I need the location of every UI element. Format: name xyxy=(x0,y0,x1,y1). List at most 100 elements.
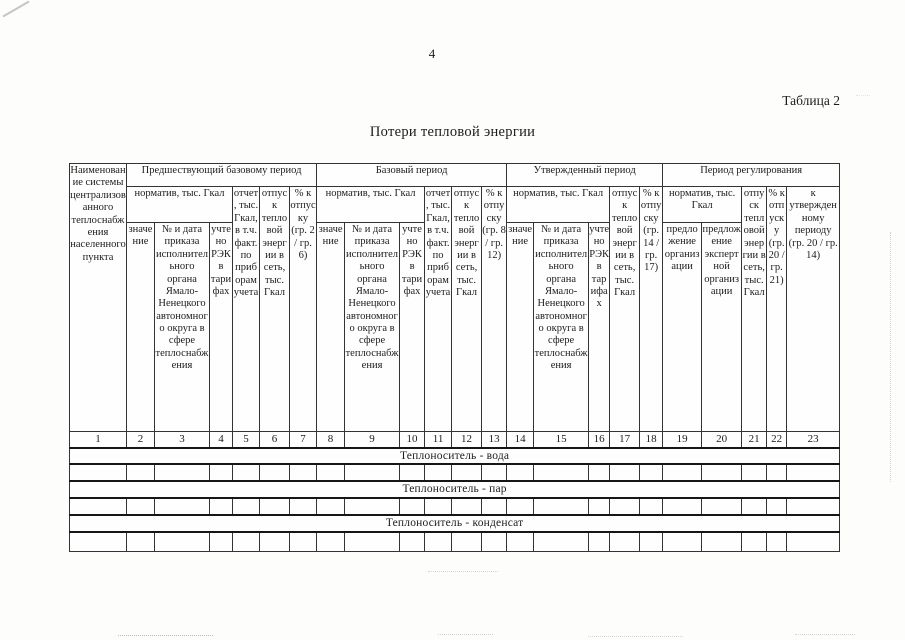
data-cell xyxy=(533,463,590,481)
data-cell xyxy=(588,497,611,515)
scan-artifact xyxy=(438,634,493,635)
table-caption: Таблица 2 xyxy=(782,93,840,108)
order-header-approved: № и дата приказа исполнительного органа … xyxy=(533,222,590,432)
release-header-approved: отпуск тепловой энергии в сеть, тыс. Гка… xyxy=(609,186,641,432)
data-cell xyxy=(506,497,535,515)
order-header-base: № и дата приказа исполнительного органа … xyxy=(344,222,401,432)
data-cell xyxy=(662,463,703,481)
column-number-cell: 19 xyxy=(662,431,703,448)
proposal-org-header: предложение организации xyxy=(662,222,703,432)
proposal-expert-header: предложение экспертной организации xyxy=(701,222,743,432)
column-number-cell: 18 xyxy=(639,431,664,448)
rek-header-approved: учтено РЭК в тарифах xyxy=(588,222,611,432)
data-cell xyxy=(126,463,155,481)
data-cell xyxy=(786,497,841,515)
pct-header-approved: % к отпуску (гр. 14 / гр. 17) xyxy=(639,186,664,432)
data-cell xyxy=(662,497,703,515)
column-number-cell: 20 xyxy=(701,431,743,448)
column-number-cell: 5 xyxy=(232,431,260,448)
data-cell xyxy=(399,497,426,515)
section-label-steam: Теплоноситель - пар xyxy=(68,479,841,499)
column-number-cell: 14 xyxy=(506,431,535,448)
norm-header-regulation: норматив, тыс. Гкал xyxy=(662,186,743,223)
norm-header-preceding: норматив, тыс. Гкал xyxy=(126,186,233,223)
data-cell xyxy=(209,497,233,515)
report-header-preceding: отчет, тыс. Гкал, в т.ч. факт. по прибор… xyxy=(232,186,260,432)
data-cell xyxy=(232,497,260,515)
data-cell xyxy=(766,531,788,552)
group-header-approved-period: Утвержденный период xyxy=(506,163,664,187)
data-cell xyxy=(69,463,127,481)
data-cell xyxy=(154,497,210,515)
data-cell xyxy=(701,497,743,515)
scan-artifact xyxy=(118,635,213,636)
scan-artifact xyxy=(890,232,891,482)
data-cell xyxy=(481,497,508,515)
data-cell xyxy=(506,463,535,481)
data-cell xyxy=(399,531,426,552)
column-numbers-row: 1 2 3 4 5 6 7 8 9 10 11 12 13 14 15 16 1… xyxy=(69,431,841,448)
section-row-steam: Теплоноситель - пар xyxy=(68,479,841,499)
column-number-cell: 17 xyxy=(609,431,641,448)
data-cell xyxy=(344,531,401,552)
release-header-regulation: отпуск тепловой энергии в сеть, тыс. Гка… xyxy=(741,186,768,432)
data-cell xyxy=(662,531,703,552)
column-number-cell: 10 xyxy=(399,431,426,448)
data-cell xyxy=(344,463,401,481)
data-cell xyxy=(69,531,127,552)
data-cell xyxy=(533,531,590,552)
scan-artifact xyxy=(428,571,498,572)
data-cell xyxy=(232,531,260,552)
column-number-cell: 13 xyxy=(481,431,508,448)
header-row-groups: Наименование системы централизованного т… xyxy=(69,163,841,432)
scan-artifact xyxy=(588,636,683,637)
scan-artifact xyxy=(795,634,855,635)
data-cell xyxy=(69,497,127,515)
norm-header-base: норматив, тыс. Гкал xyxy=(316,186,426,223)
column-number-cell: 11 xyxy=(424,431,453,448)
release-header-base: отпуск тепловой энергии в сеть, тыс. Гка… xyxy=(451,186,483,432)
data-cell xyxy=(126,531,155,552)
data-cell xyxy=(741,531,768,552)
data-cell xyxy=(609,463,641,481)
section-label-condensate: Теплоноситель - конденсат xyxy=(68,513,841,533)
data-cell xyxy=(126,497,155,515)
column-number-cell: 1 xyxy=(69,431,127,448)
page-title: Потери тепловой энергии xyxy=(369,124,536,140)
column-number-cell: 6 xyxy=(259,431,290,448)
group-header-preceding-period: Предшествующий базовому период xyxy=(125,163,318,187)
column-number-cell: 9 xyxy=(344,431,401,448)
column-number-cell: 23 xyxy=(786,431,841,448)
data-cell xyxy=(316,531,346,552)
column-number-cell: 8 xyxy=(316,431,346,448)
data-cell xyxy=(259,531,290,552)
column-number-cell: 16 xyxy=(588,431,611,448)
data-cell xyxy=(316,497,346,515)
section-row-condensate: Теплоноситель - конденсат xyxy=(68,513,841,533)
scan-artifact xyxy=(856,95,870,96)
data-cell xyxy=(588,531,611,552)
value-header-preceding: значение xyxy=(126,222,155,432)
data-cell xyxy=(609,497,641,515)
name-column-header: Наименование системы централизованного т… xyxy=(69,163,127,432)
data-cell xyxy=(639,531,664,552)
data-cell xyxy=(451,531,483,552)
data-cell xyxy=(786,463,841,481)
data-cell xyxy=(741,463,768,481)
column-number-cell: 15 xyxy=(533,431,590,448)
data-cell xyxy=(288,497,318,515)
data-cell xyxy=(588,463,611,481)
data-cell xyxy=(424,497,453,515)
pct-header-base: % к отпуску (гр. 8 / гр. 12) xyxy=(481,186,508,432)
data-cell xyxy=(316,463,346,481)
page-number: 4 xyxy=(428,46,436,61)
pct-header-preceding: % к отпуску (гр. 2 / гр. 6) xyxy=(288,186,318,432)
data-row-water xyxy=(69,463,841,481)
value-header-approved: значение xyxy=(506,222,535,432)
column-number-cell: 7 xyxy=(288,431,318,448)
data-cell xyxy=(344,497,401,515)
section-row-water: Теплоноситель - вода xyxy=(68,446,841,465)
data-cell xyxy=(154,463,210,481)
data-cell xyxy=(481,531,508,552)
